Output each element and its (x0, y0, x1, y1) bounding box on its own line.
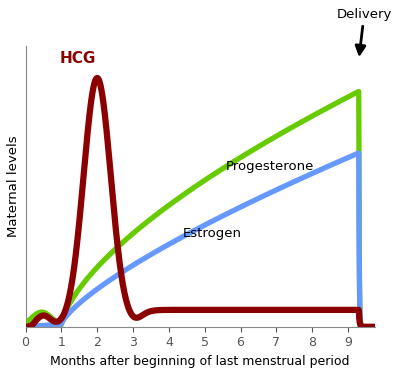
Text: Delivery: Delivery (336, 8, 392, 54)
Text: HCG: HCG (59, 51, 96, 66)
Text: Progesterone: Progesterone (226, 160, 314, 173)
Text: Estrogen: Estrogen (183, 226, 242, 240)
Y-axis label: Maternal levels: Maternal levels (7, 135, 20, 237)
X-axis label: Months after beginning of last menstrual period: Months after beginning of last menstrual… (50, 355, 350, 368)
